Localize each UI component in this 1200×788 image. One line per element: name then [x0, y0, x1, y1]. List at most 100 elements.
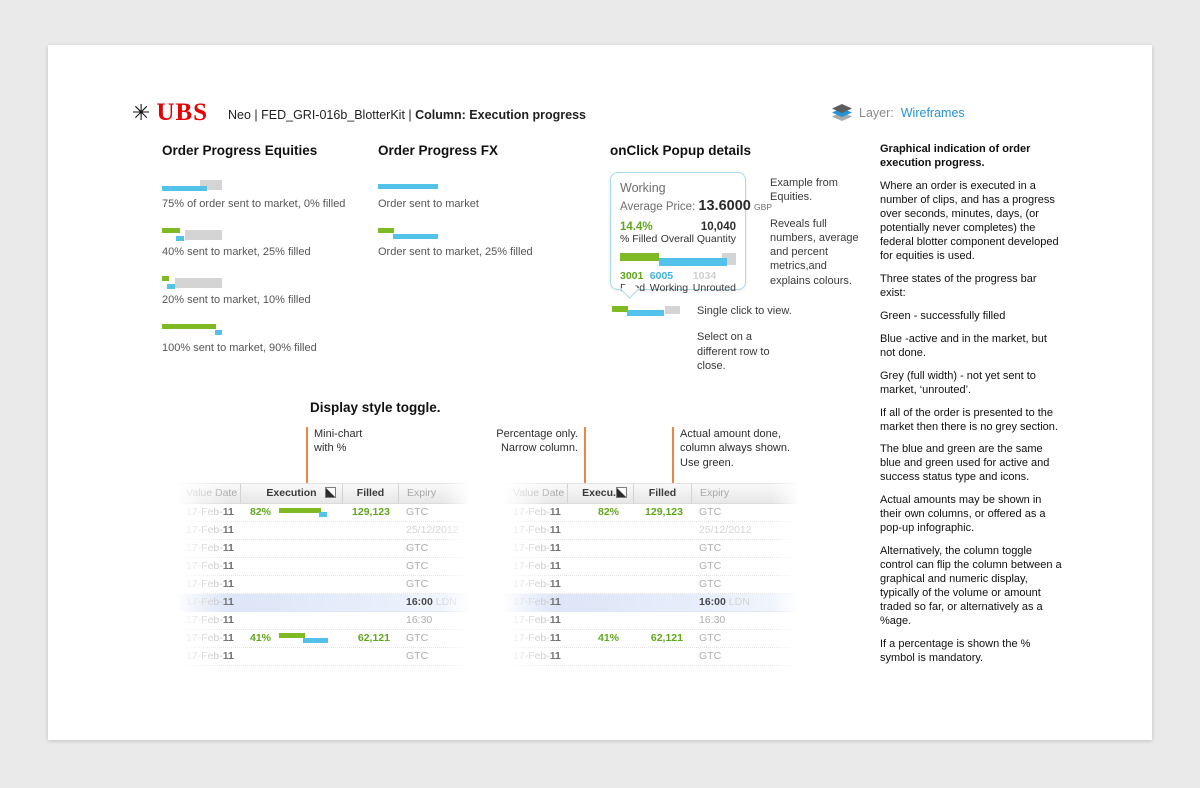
table-row[interactable]: 17-Feb-11 25/12/2012: [178, 522, 468, 540]
table-row[interactable]: 17-Feb-11 16:30: [178, 612, 468, 630]
value-date-year: 11: [549, 614, 561, 626]
column-header-label: Filled: [356, 487, 385, 499]
toggle-section-title: Display style toggle.: [310, 400, 441, 415]
table-row[interactable]: 17-Feb-11 GTC: [178, 648, 468, 666]
column-header-label: Execu..: [582, 487, 619, 499]
legend-label: Working: [649, 282, 689, 294]
table-row[interactable]: 17-Feb-11 GTC: [505, 558, 797, 576]
cell-execution: 82%: [240, 504, 342, 521]
column-header-filled: Filled: [342, 484, 398, 503]
expiry-value: GTC: [699, 506, 722, 518]
column-header-execution: Execution: [240, 484, 342, 503]
table-row[interactable]: 17-Feb-11 41% 62,121 GTC: [178, 630, 468, 648]
column-toggle-icon[interactable]: [325, 487, 336, 498]
progress-bar: [378, 180, 438, 193]
expiry-value: GTC: [406, 560, 429, 572]
cell-filled: [342, 648, 398, 665]
row-mini-progress-bar: [612, 306, 680, 318]
column-header-valuedate: Value Date: [178, 484, 240, 503]
currency-code: GBP: [754, 202, 772, 212]
cell-filled: 62,121: [357, 632, 390, 644]
table-row[interactable]: 17-Feb-11 25/12/2012: [505, 522, 797, 540]
cell-filled: [633, 648, 691, 665]
bar-segment-green: [620, 253, 660, 261]
value-date-prefix: 17-Feb-: [186, 560, 223, 572]
value-date-year: 11: [549, 632, 561, 644]
table-row[interactable]: 17-Feb-11 GTC: [505, 540, 797, 558]
table-row[interactable]: 17-Feb-11 82% 129,123 GTC: [178, 504, 468, 522]
annotation-actual-amount: Actual amount done, column always shown.…: [680, 428, 791, 469]
table-row[interactable]: 17-Feb-11 GTC: [505, 648, 797, 666]
progress-bar-label: Order sent to market, 25% filled: [378, 246, 533, 258]
value-date-year: 11: [222, 560, 234, 572]
cell-expiry: 25/12/2012: [398, 522, 468, 539]
layers-icon[interactable]: [832, 104, 852, 122]
document-title-column: Column: Execution progress: [415, 108, 586, 122]
cell-value-date: 17-Feb-11: [505, 630, 567, 647]
bar-segment-grey: [200, 180, 222, 190]
popup-average-price: Average Price: 13.6000 GBP: [620, 198, 772, 214]
progress-example: 20% sent to market, 10% filled: [162, 276, 357, 306]
ubs-keys-icon: ✳: [132, 99, 151, 125]
table-row[interactable]: 17-Feb-11 16:30: [505, 612, 797, 630]
table-row[interactable]: 17-Feb-11 GTC: [178, 540, 468, 558]
expiry-value: 25/12/2012: [406, 524, 459, 536]
value-date-prefix: 17-Feb-: [186, 506, 223, 518]
table-row[interactable]: 17-Feb-11 41% 62,121 GTC: [505, 630, 797, 648]
column-header-label: Expiry: [700, 487, 730, 499]
cell-execution: [240, 594, 342, 611]
value-date-prefix: 17-Feb-: [513, 506, 550, 518]
ubs-wordmark: UBS: [156, 99, 209, 126]
annotation-line-3: [672, 427, 674, 483]
document-title: Neo | FED_GRI-016b_BlotterKit | Column: …: [228, 108, 586, 122]
layer-switcher: Layer: Wireframes: [832, 104, 965, 122]
table-row[interactable]: 17-Feb-11 16:00 LDN: [505, 594, 797, 612]
execution-mini-chart: [279, 507, 333, 518]
sidebar-paragraph: The blue and green are the same blue and…: [880, 443, 1050, 484]
cell-value-date: 17-Feb-11: [178, 612, 240, 629]
cell-value-date: 17-Feb-11: [178, 558, 240, 575]
progress-bar-label: 100% sent to market, 90% filled: [162, 342, 317, 354]
bar-segment-grey: [175, 278, 222, 288]
cell-expiry: GTC: [398, 540, 468, 557]
annotation-line-2: [584, 427, 586, 483]
table-row[interactable]: 17-Feb-11 GTC: [505, 576, 797, 594]
average-price-value: 13.6000: [698, 198, 751, 214]
expiry-value: 16:00: [406, 596, 433, 608]
table-row[interactable]: 17-Feb-11 GTC: [178, 576, 468, 594]
progress-bar-label: Order sent to market: [378, 198, 479, 210]
cell-filled: [342, 594, 398, 611]
layer-value-link[interactable]: Wireframes: [900, 106, 965, 120]
popup-status: Working: [620, 181, 666, 195]
cell-expiry: GTC: [691, 576, 797, 593]
cell-filled: 129,123: [645, 506, 683, 518]
column-header-valuedate: Value Date: [505, 484, 567, 503]
expiry-value: GTC: [406, 650, 429, 662]
column-header-label: Expiry: [407, 487, 437, 499]
cell-expiry: 16:30: [398, 612, 468, 629]
cell-filled: 62,121: [650, 632, 683, 644]
column-header-expiry: Expiry: [398, 484, 468, 503]
cell-filled: [633, 558, 691, 575]
cell-value-date: 17-Feb-11: [505, 522, 567, 539]
column-toggle-icon[interactable]: [616, 487, 627, 498]
column-header-label: Value Date: [513, 487, 565, 499]
progress-bar: [162, 276, 222, 289]
table-row[interactable]: 17-Feb-11 16:00 LDN: [178, 594, 468, 612]
value-date-year: 11: [549, 560, 561, 572]
cell-filled: [633, 576, 691, 593]
bar-segment-blue: [318, 512, 328, 517]
column-header-filled: Filled: [633, 484, 691, 503]
sidebar-heading: Graphical indication of order execution …: [880, 143, 1031, 169]
table-row[interactable]: 17-Feb-11 82% 129,123 GTC: [505, 504, 797, 522]
document-title-prefix: Neo | FED_GRI-016b_BlotterKit |: [228, 108, 416, 122]
expiry-value: GTC: [406, 578, 429, 590]
table-row[interactable]: 17-Feb-11 GTC: [178, 558, 468, 576]
value-date-year: 11: [549, 506, 561, 518]
annotation-percentage-only: Percentage only. Narrow column.: [496, 428, 578, 455]
value-date-prefix: 17-Feb-: [186, 596, 223, 608]
cell-execution: [240, 612, 342, 629]
bar-segment-green: [162, 324, 216, 329]
sidebar-paragraph: Blue -active and in the market, but not …: [880, 332, 1047, 359]
cell-execution: [240, 558, 342, 575]
